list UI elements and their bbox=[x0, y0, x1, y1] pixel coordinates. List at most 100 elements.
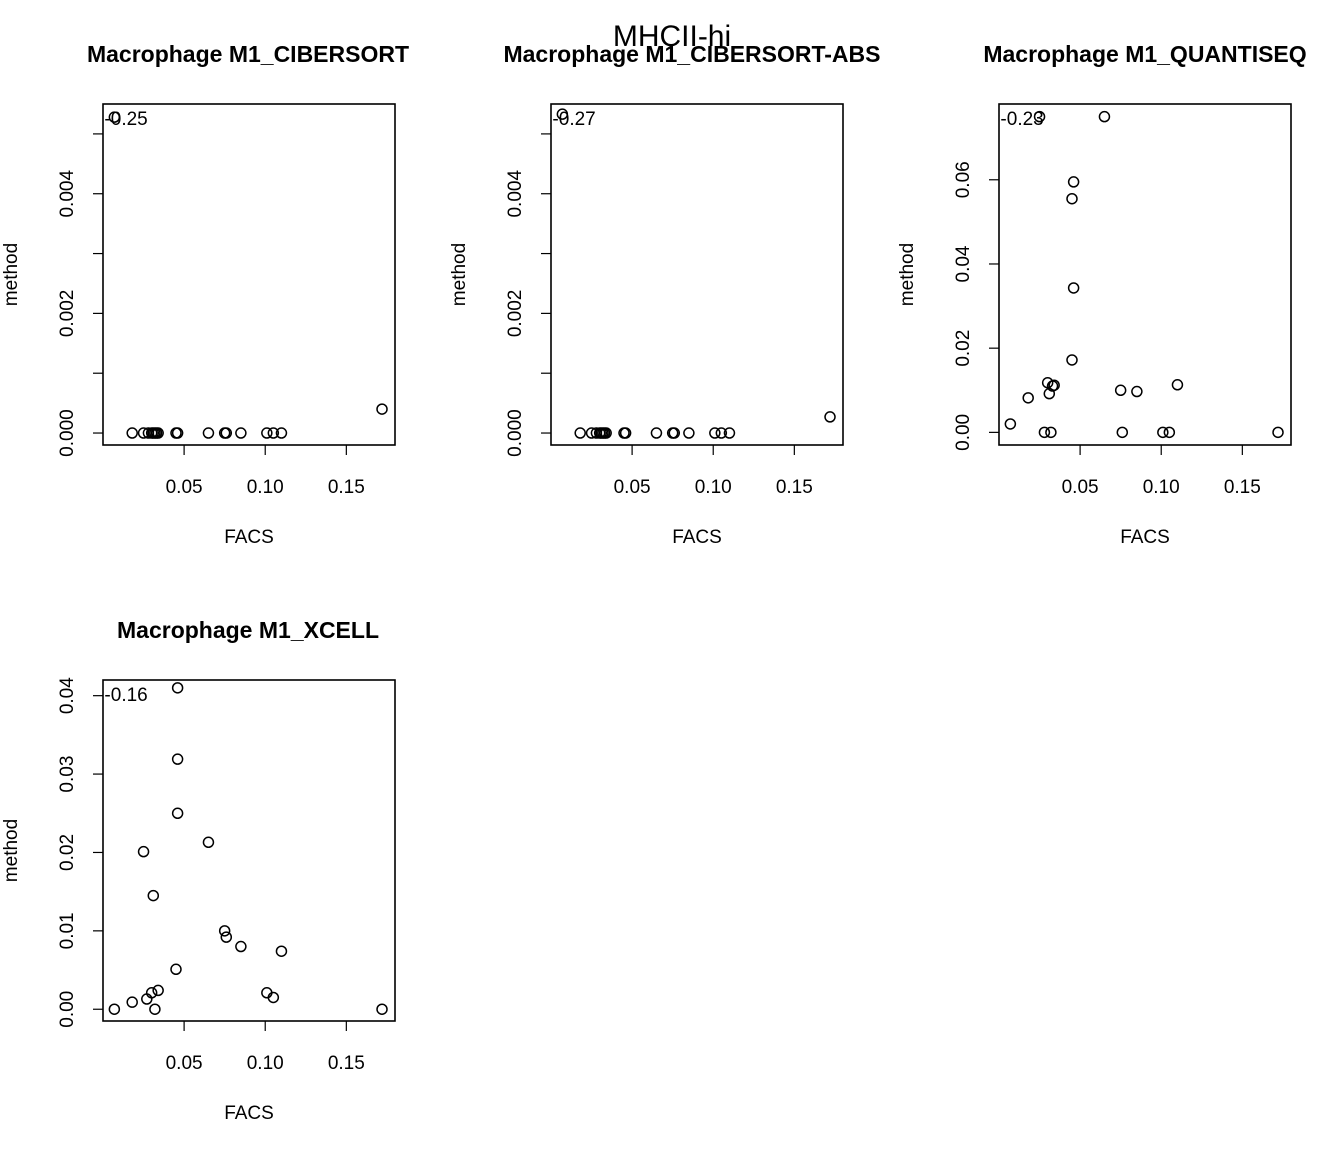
x-tick-label: 0.10 bbox=[247, 477, 284, 498]
data-point bbox=[126, 996, 138, 1008]
data-point bbox=[267, 427, 280, 439]
x-tick-label: 0.05 bbox=[614, 477, 651, 498]
data-point bbox=[261, 427, 273, 439]
data-point bbox=[1131, 385, 1143, 398]
data-point bbox=[376, 1003, 388, 1015]
y-tick-label: 0.02 bbox=[57, 834, 78, 871]
data-point bbox=[1163, 426, 1176, 439]
correlation-annotation: r=-0.16 bbox=[87, 685, 148, 706]
data-point bbox=[267, 991, 280, 1004]
scatter-panel: Macrophage M1_CIBERSORT-ABS 0.05 0.10 0.15 0… bbox=[449, 41, 881, 548]
data-point bbox=[137, 845, 150, 858]
data-point bbox=[171, 753, 184, 765]
x-axis-label: FACS bbox=[672, 527, 722, 548]
data-point bbox=[709, 427, 721, 439]
data-point bbox=[220, 931, 233, 943]
data-point bbox=[1067, 282, 1080, 294]
scatter-panel: Macrophage M1_XCELL 0.05 0.10 0.15 0.00 0.01 0… bbox=[1, 617, 396, 1124]
data-point bbox=[1098, 110, 1111, 123]
plot-frame bbox=[550, 103, 844, 446]
data-point bbox=[235, 427, 247, 439]
data-point bbox=[202, 427, 215, 439]
data-point bbox=[171, 807, 184, 820]
data-point bbox=[1033, 110, 1046, 123]
data-point bbox=[235, 940, 247, 953]
correlation-annotation: r=-0.23 bbox=[983, 109, 1044, 130]
x-tick-label: 0.05 bbox=[1062, 477, 1099, 498]
panel-title: Macrophage M1_XCELL bbox=[117, 617, 379, 643]
data-point bbox=[1272, 426, 1284, 439]
data-point bbox=[619, 427, 632, 439]
data-point bbox=[1157, 426, 1169, 439]
data-point bbox=[1116, 426, 1129, 439]
data-point bbox=[145, 987, 158, 999]
data-point bbox=[202, 836, 215, 849]
x-tick-label: 0.15 bbox=[776, 477, 813, 498]
figure-title: MHCII-hi bbox=[613, 20, 731, 53]
data-point bbox=[1066, 354, 1078, 366]
data-point bbox=[171, 682, 184, 694]
data-point bbox=[170, 963, 182, 976]
data-point bbox=[600, 427, 612, 439]
x-tick-label: 0.15 bbox=[328, 477, 365, 498]
y-tick-label: 0.00 bbox=[57, 991, 78, 1028]
data-point bbox=[1048, 379, 1060, 391]
y-axis-label: method bbox=[1, 243, 22, 306]
data-point bbox=[824, 411, 836, 423]
data-point bbox=[683, 427, 695, 439]
data-point bbox=[1045, 426, 1057, 439]
y-tick-label: 0.00 bbox=[953, 414, 974, 451]
y-axis-label: method bbox=[1, 819, 22, 882]
data-point bbox=[650, 427, 663, 439]
x-tick-label: 0.10 bbox=[247, 1053, 284, 1074]
x-tick-label: 0.10 bbox=[695, 477, 732, 498]
data-point bbox=[556, 108, 569, 120]
y-axis-label: method bbox=[897, 243, 918, 306]
data-point bbox=[108, 1003, 121, 1015]
y-tick-label: 0.04 bbox=[57, 677, 78, 714]
data-point bbox=[152, 984, 164, 997]
y-tick-label: 0.06 bbox=[953, 161, 974, 198]
data-point bbox=[108, 111, 121, 123]
x-tick-label: 0.15 bbox=[328, 1053, 365, 1074]
correlation-annotation: r=-0.25 bbox=[87, 109, 148, 130]
x-axis-label: FACS bbox=[224, 1103, 274, 1124]
panel-title: Macrophage M1_QUANTISEQ bbox=[983, 41, 1306, 67]
y-tick-label: 0.000 bbox=[505, 409, 526, 457]
data-point bbox=[1004, 418, 1017, 430]
y-tick-label: 0.02 bbox=[953, 330, 974, 367]
scatter-panel: Macrophage M1_QUANTISEQ 0.05 0.10 0.15 0.00 0… bbox=[897, 41, 1307, 548]
data-point bbox=[275, 427, 288, 439]
plot-frame bbox=[998, 103, 1292, 446]
scatter-panel: Macrophage M1_CIBERSORT 0.05 0.10 0.15 0.000… bbox=[1, 41, 409, 548]
data-point bbox=[220, 427, 233, 439]
data-point bbox=[275, 945, 288, 957]
x-tick-label: 0.15 bbox=[1224, 477, 1261, 498]
data-point bbox=[668, 427, 681, 439]
data-point bbox=[1043, 387, 1056, 400]
correlation-annotation: r=-0.27 bbox=[535, 109, 596, 130]
data-point bbox=[1114, 384, 1127, 397]
data-point bbox=[149, 1003, 161, 1015]
data-point bbox=[126, 427, 138, 439]
y-axis-label: method bbox=[449, 243, 470, 306]
data-point bbox=[376, 403, 388, 415]
data-point bbox=[1171, 379, 1184, 391]
y-tick-label: 0.004 bbox=[505, 170, 526, 218]
panel-title: Macrophage M1_CIBERSORT-ABS bbox=[503, 41, 880, 67]
data-point bbox=[218, 925, 231, 937]
panel-title: Macrophage M1_CIBERSORT bbox=[87, 41, 409, 67]
data-point bbox=[715, 427, 728, 439]
x-tick-label: 0.05 bbox=[166, 1053, 203, 1074]
x-tick-label: 0.10 bbox=[1143, 477, 1180, 498]
y-tick-label: 0.03 bbox=[57, 756, 78, 793]
y-tick-label: 0.002 bbox=[505, 290, 526, 338]
x-axis-label: FACS bbox=[224, 527, 274, 548]
data-point bbox=[1038, 426, 1051, 439]
data-point bbox=[147, 889, 160, 902]
y-tick-label: 0.002 bbox=[57, 290, 78, 338]
data-point bbox=[574, 427, 586, 439]
data-point bbox=[171, 427, 184, 439]
